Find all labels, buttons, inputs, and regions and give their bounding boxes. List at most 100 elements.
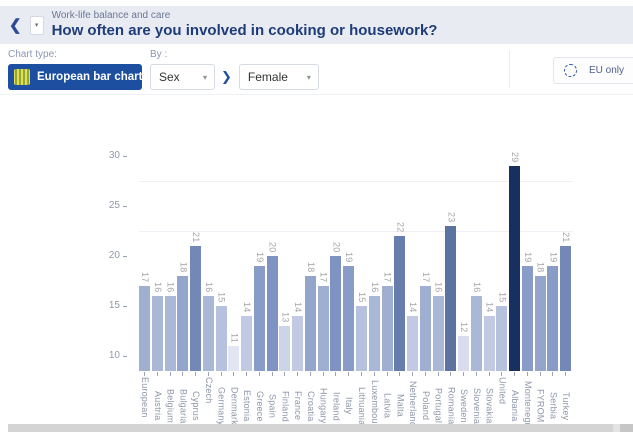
x-axis-tick bbox=[335, 372, 337, 376]
x-axis-label: Bulgaria bbox=[178, 388, 189, 424]
chart-type-label: Chart type: bbox=[8, 49, 57, 60]
x-axis-label: Estonia bbox=[242, 390, 253, 422]
x-axis-tick bbox=[399, 372, 401, 376]
y-axis-tick bbox=[123, 206, 127, 207]
bar[interactable] bbox=[164, 296, 176, 371]
chart-type-value: European bar chart bbox=[37, 71, 143, 83]
x-axis-tick bbox=[309, 372, 311, 376]
x-axis-label: Germany bbox=[216, 386, 227, 426]
bar-chart-icon bbox=[14, 69, 30, 85]
bar[interactable] bbox=[330, 256, 342, 371]
x-axis-tick bbox=[501, 372, 503, 376]
x-axis-label: European Union bbox=[139, 377, 150, 418]
bar[interactable] bbox=[419, 286, 431, 371]
x-axis-tick bbox=[539, 372, 541, 376]
bar-value-label: 14 bbox=[408, 302, 419, 313]
bar-value-label: 21 bbox=[561, 232, 572, 243]
x-axis-tick bbox=[156, 372, 158, 376]
bar-value-label: 19 bbox=[548, 252, 559, 263]
bar-value-label: 20 bbox=[267, 242, 278, 253]
x-axis-tick bbox=[182, 372, 184, 376]
back-button[interactable]: ❮ bbox=[9, 16, 22, 34]
scrollbar-thumb[interactable] bbox=[8, 424, 613, 432]
by-value-select[interactable]: Female ▾ bbox=[238, 64, 319, 90]
scrollbar-corner bbox=[620, 424, 633, 432]
x-axis-label: Malta bbox=[395, 394, 406, 418]
bar[interactable] bbox=[151, 296, 163, 371]
x-axis-tick bbox=[463, 372, 465, 376]
bar[interactable] bbox=[356, 306, 367, 371]
bar[interactable] bbox=[470, 296, 482, 371]
bar[interactable] bbox=[432, 296, 444, 371]
bar[interactable] bbox=[534, 276, 546, 371]
y-axis-label: 15 bbox=[108, 300, 120, 311]
bar[interactable] bbox=[177, 276, 189, 371]
x-axis-tick bbox=[552, 372, 554, 376]
bar[interactable] bbox=[496, 306, 508, 371]
bar[interactable] bbox=[304, 276, 316, 371]
bar[interactable] bbox=[190, 246, 202, 371]
caret-down-icon: ▾ bbox=[306, 72, 311, 82]
by-dimension-value: Sex bbox=[159, 70, 180, 84]
bar[interactable] bbox=[253, 266, 265, 371]
bar[interactable] bbox=[368, 296, 380, 371]
bar-value-label: 17 bbox=[140, 272, 150, 283]
x-axis-label: Croatia bbox=[305, 390, 316, 422]
x-axis-label: Romania bbox=[446, 387, 457, 425]
bar[interactable] bbox=[407, 316, 419, 371]
question-dropdown-button[interactable]: ▾ bbox=[29, 15, 44, 35]
x-axis-label: Czech Republic bbox=[203, 377, 214, 414]
bar-value-label: 12 bbox=[459, 322, 470, 333]
bar[interactable] bbox=[445, 226, 457, 371]
x-axis-label: Lithuania bbox=[357, 386, 367, 426]
bar[interactable] bbox=[394, 236, 406, 371]
x-axis-label: Portugal bbox=[433, 388, 444, 424]
x-axis-label: Albania bbox=[510, 390, 521, 422]
bar[interactable] bbox=[241, 316, 253, 371]
bottom-strip bbox=[0, 432, 633, 441]
breadcrumb: Work-life balance and care bbox=[51, 10, 171, 21]
bar-value-label: 23 bbox=[446, 212, 457, 223]
bar-value-label: 16 bbox=[203, 282, 214, 293]
bar[interactable] bbox=[458, 336, 470, 371]
bar[interactable] bbox=[521, 266, 533, 371]
bar-value-label: 29 bbox=[510, 152, 521, 163]
bar[interactable] bbox=[343, 266, 355, 371]
bar[interactable] bbox=[560, 246, 572, 371]
x-axis-tick bbox=[526, 372, 528, 376]
bar-value-label: 16 bbox=[165, 282, 176, 293]
x-axis-label: Slovenia bbox=[471, 387, 482, 425]
x-axis-label: Spain bbox=[267, 393, 278, 419]
x-axis-label: Turkey bbox=[561, 391, 572, 421]
bar[interactable] bbox=[292, 316, 304, 371]
bar[interactable] bbox=[279, 326, 291, 371]
bar-value-label: 16 bbox=[433, 282, 444, 293]
bar[interactable] bbox=[509, 166, 521, 371]
bar-value-label: 22 bbox=[395, 222, 406, 233]
bar-value-label: 13 bbox=[280, 312, 291, 323]
bar[interactable] bbox=[202, 296, 214, 371]
x-axis-tick bbox=[437, 372, 439, 376]
bar[interactable] bbox=[266, 256, 278, 371]
bar[interactable] bbox=[215, 306, 227, 371]
chart-type-dropdown[interactable]: European bar chart ▼ bbox=[8, 64, 150, 90]
bar[interactable] bbox=[483, 316, 495, 371]
x-axis-label: France bbox=[293, 391, 304, 421]
x-axis-label: Austria bbox=[152, 391, 163, 421]
bar-value-label: 15 bbox=[497, 292, 508, 303]
bar[interactable] bbox=[228, 346, 240, 371]
horizontal-scrollbar[interactable] bbox=[8, 424, 633, 432]
x-axis-label: Serbia bbox=[548, 392, 559, 420]
by-dimension-select[interactable]: Sex ▾ bbox=[150, 64, 215, 90]
bar[interactable] bbox=[381, 286, 393, 371]
eu-only-button[interactable]: EU only bbox=[553, 57, 633, 84]
bar[interactable] bbox=[317, 286, 329, 371]
x-axis-tick bbox=[258, 372, 260, 376]
x-axis-tick bbox=[233, 372, 235, 376]
bar[interactable] bbox=[547, 266, 559, 371]
bar-value-label: 15 bbox=[216, 292, 227, 303]
x-axis-tick bbox=[207, 372, 209, 376]
x-axis-label: Luxembourg bbox=[369, 379, 380, 433]
bar-value-label: 17 bbox=[318, 272, 329, 283]
bar[interactable] bbox=[139, 286, 150, 371]
